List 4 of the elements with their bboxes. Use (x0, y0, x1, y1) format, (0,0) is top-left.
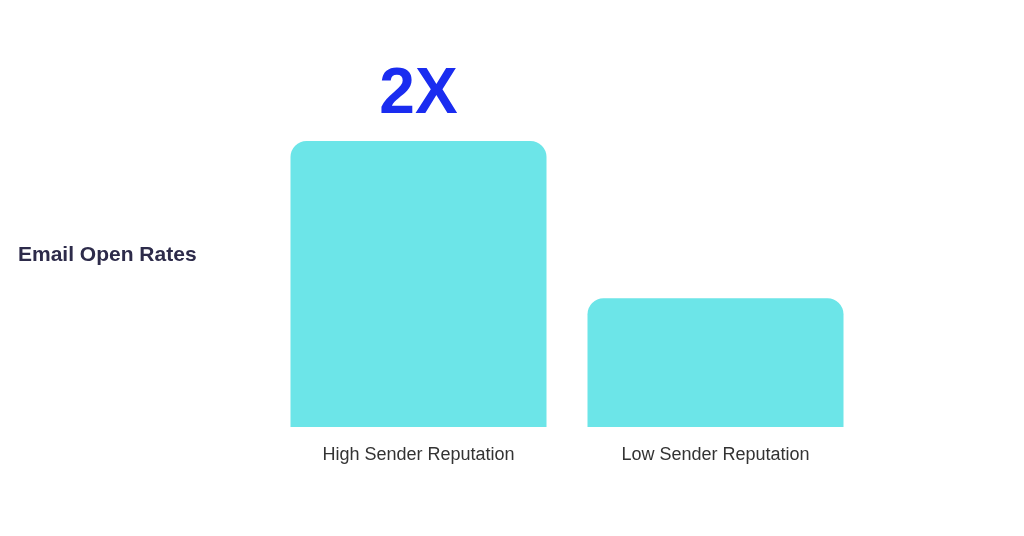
x-tick-label: High Sender Reputation (322, 444, 515, 464)
x-tick-label: Low Sender Reputation (621, 444, 810, 464)
annotation: 2X (379, 55, 458, 127)
y-axis-title: Email Open Rates (18, 242, 197, 265)
